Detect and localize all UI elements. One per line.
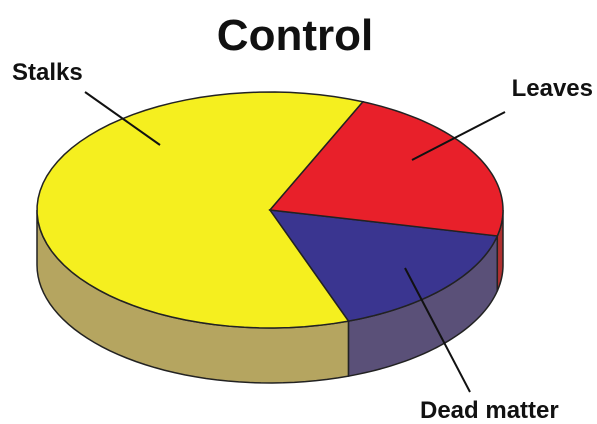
slice-label: Dead matter bbox=[420, 397, 559, 424]
chart-title: Control bbox=[217, 11, 373, 60]
leader-line bbox=[84, 91, 161, 146]
leader-line bbox=[404, 267, 471, 393]
slice-label: Leaves bbox=[512, 75, 593, 102]
slice-label: Stalks bbox=[12, 59, 83, 86]
pie-slice bbox=[36, 91, 365, 329]
pie-slice bbox=[268, 209, 499, 322]
pie-slice bbox=[268, 100, 504, 237]
leader-line bbox=[411, 111, 506, 161]
